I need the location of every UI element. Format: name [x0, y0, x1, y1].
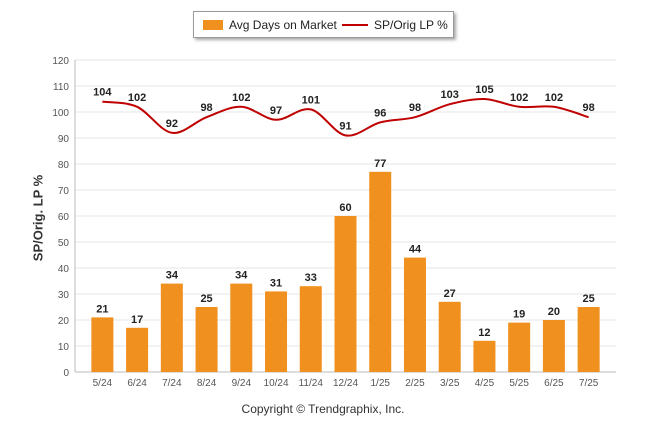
legend-label-splp: SP/Orig LP % — [374, 18, 448, 32]
line-value-label: 91 — [339, 120, 351, 132]
line-value-label: 102 — [128, 92, 146, 104]
line-value-label: 98 — [583, 102, 595, 114]
line-value-label: 103 — [441, 89, 459, 101]
line-value-label: 98 — [200, 102, 212, 114]
y-axis-label: SP/Orig. LP % — [30, 174, 46, 262]
bar-value-label: 77 — [374, 158, 386, 170]
bar-value-label: 60 — [339, 202, 351, 214]
x-tick-label: 7/24 — [162, 378, 182, 389]
x-tick-label: 3/25 — [440, 378, 460, 389]
legend-line-swatch — [342, 24, 368, 26]
y-tick-label: 90 — [58, 134, 70, 145]
bar — [334, 216, 357, 372]
bar — [508, 322, 531, 372]
y-tick-label: 10 — [58, 342, 70, 353]
bar-value-label: 34 — [166, 270, 179, 282]
x-tick-label: 5/25 — [509, 378, 529, 389]
bar-value-label: 17 — [131, 314, 143, 326]
y-tick-label: 60 — [58, 212, 70, 223]
bar — [577, 307, 600, 372]
bar-value-label: 25 — [200, 293, 212, 305]
y-tick-label: 100 — [52, 108, 69, 119]
y-tick-label: 30 — [58, 290, 70, 301]
data-labels: 21 17 34 25 34 31 33 60 77 44 27 12 19 20 25 104 102 92 98… — [93, 84, 595, 339]
bar-series — [91, 171, 600, 372]
line-value-label: 102 — [232, 92, 250, 104]
legend-label-days: Avg Days on Market — [229, 18, 337, 32]
bar-value-label: 20 — [548, 306, 560, 318]
axes: 0 10 20 30 40 50 60 70 80 90 100 110 120 5/24 6/24 7/24… — [52, 56, 616, 389]
x-tick-label: 1/25 — [370, 378, 390, 389]
x-tick-label: 5/24 — [93, 378, 113, 389]
line-value-label: 101 — [302, 94, 320, 106]
x-tick-label: 2/25 — [405, 378, 425, 389]
x-tick-label: 4/25 — [475, 378, 495, 389]
bar-value-label: 27 — [444, 288, 456, 300]
bar-value-label: 25 — [583, 293, 595, 305]
line-series — [102, 97, 589, 137]
splp-line — [102, 97, 589, 137]
y-tick-label: 50 — [58, 238, 70, 249]
line-value-label: 105 — [475, 84, 493, 96]
x-tick-label: 12/24 — [333, 378, 358, 389]
bar-value-label: 33 — [305, 272, 317, 284]
y-tick-label: 0 — [63, 368, 69, 379]
y-tick-label: 70 — [58, 186, 70, 197]
bar — [438, 301, 461, 372]
bar — [542, 320, 565, 372]
legend: Avg Days on Market SP/Orig LP % — [193, 11, 454, 38]
bar — [403, 257, 426, 372]
bar-value-label: 44 — [409, 244, 422, 256]
line-value-label: 98 — [409, 102, 421, 114]
bar-value-label: 34 — [235, 270, 248, 282]
line-value-label: 102 — [545, 92, 563, 104]
x-tick-label: 9/24 — [232, 378, 252, 389]
x-tick-label: 6/24 — [127, 378, 147, 389]
y-tick-label: 40 — [58, 264, 70, 275]
bar — [265, 291, 288, 372]
y-tick-label: 80 — [58, 160, 70, 171]
bar — [299, 286, 322, 372]
bar — [160, 283, 183, 372]
line-value-label: 104 — [93, 87, 112, 99]
y-tick-label: 110 — [53, 82, 69, 93]
bar-value-label: 21 — [96, 303, 108, 315]
x-tick-label: 6/25 — [544, 378, 564, 389]
bar-value-label: 31 — [270, 277, 282, 289]
line-value-label: 96 — [374, 107, 386, 119]
legend-bar-swatch — [203, 20, 223, 30]
y-tick-label: 20 — [58, 316, 70, 327]
bar — [126, 327, 149, 372]
line-value-label: 97 — [270, 105, 282, 117]
bar — [369, 171, 392, 372]
x-tick-label: 10/24 — [264, 378, 289, 389]
bar — [195, 307, 218, 372]
bar — [473, 340, 496, 372]
bar-value-label: 19 — [513, 309, 525, 321]
bar — [91, 317, 114, 372]
copyright-footer: Copyright © Trendgraphix, Inc. — [241, 402, 405, 416]
x-tick-label: 8/24 — [197, 378, 217, 389]
bar — [230, 283, 253, 372]
line-value-label: 102 — [510, 92, 528, 104]
x-tick-label: 11/24 — [299, 378, 324, 389]
line-value-label: 92 — [166, 118, 178, 130]
y-tick-label: 120 — [52, 56, 69, 67]
x-tick-label: 7/25 — [579, 378, 599, 389]
bar-value-label: 12 — [478, 327, 490, 339]
